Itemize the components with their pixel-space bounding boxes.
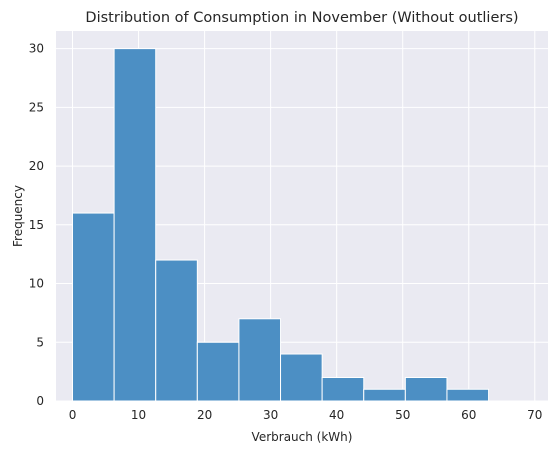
y-tick-label: 10 [29, 277, 44, 291]
histogram-bar [113, 48, 157, 402]
histogram-bar [363, 388, 406, 402]
histogram-bars [72, 48, 490, 402]
x-tick-label: 0 [69, 408, 77, 422]
x-tick-label: 60 [461, 408, 476, 422]
histogram-bar [196, 341, 240, 402]
y-tick-label: 20 [29, 159, 44, 173]
histogram-bar [72, 212, 115, 402]
y-axis-ticks: 0 5 10 15 20 25 30 [29, 42, 44, 408]
x-tick-label: 50 [395, 408, 410, 422]
x-axis-label: Verbrauch (kWh) [252, 430, 353, 444]
histogram-bar [404, 377, 448, 402]
x-tick-label: 30 [263, 408, 278, 422]
histogram-bar [155, 259, 198, 402]
x-tick-label: 10 [131, 408, 146, 422]
histogram-bar [321, 377, 365, 402]
x-tick-label: 40 [329, 408, 344, 422]
histogram-bar [238, 318, 282, 402]
histogram-bar [446, 388, 490, 402]
y-tick-label: 25 [29, 100, 44, 114]
y-tick-label: 15 [29, 218, 44, 232]
y-tick-label: 30 [29, 42, 44, 56]
histogram-bar [280, 353, 323, 402]
y-tick-label: 5 [36, 335, 44, 349]
y-axis-label: Frequency [11, 185, 25, 247]
chart-title: Distribution of Consumption in November … [85, 10, 518, 26]
x-tick-label: 20 [197, 408, 212, 422]
x-axis-ticks: 0 10 20 30 40 50 60 70 [69, 408, 543, 422]
x-tick-label: 70 [527, 408, 542, 422]
y-tick-label: 0 [36, 394, 44, 408]
